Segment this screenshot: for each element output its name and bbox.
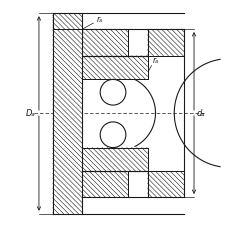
- Bar: [147, 29, 183, 56]
- Bar: [147, 171, 183, 197]
- Bar: [147, 171, 183, 197]
- Bar: [52, 13, 82, 29]
- Circle shape: [100, 79, 125, 105]
- Bar: [82, 148, 147, 171]
- Bar: [82, 171, 127, 197]
- Bar: [82, 56, 147, 79]
- Bar: [147, 29, 183, 56]
- Circle shape: [100, 122, 125, 148]
- Bar: [82, 29, 127, 56]
- Bar: [82, 29, 127, 56]
- Bar: [52, 13, 82, 214]
- Text: dₐ: dₐ: [196, 109, 205, 118]
- Text: rₐ: rₐ: [97, 15, 103, 24]
- Bar: [82, 171, 127, 197]
- Bar: [52, 13, 82, 29]
- Text: Dₐ: Dₐ: [26, 109, 36, 118]
- Bar: [52, 13, 82, 214]
- Bar: [82, 148, 147, 171]
- Bar: [82, 56, 147, 79]
- Text: rₐ: rₐ: [152, 56, 158, 65]
